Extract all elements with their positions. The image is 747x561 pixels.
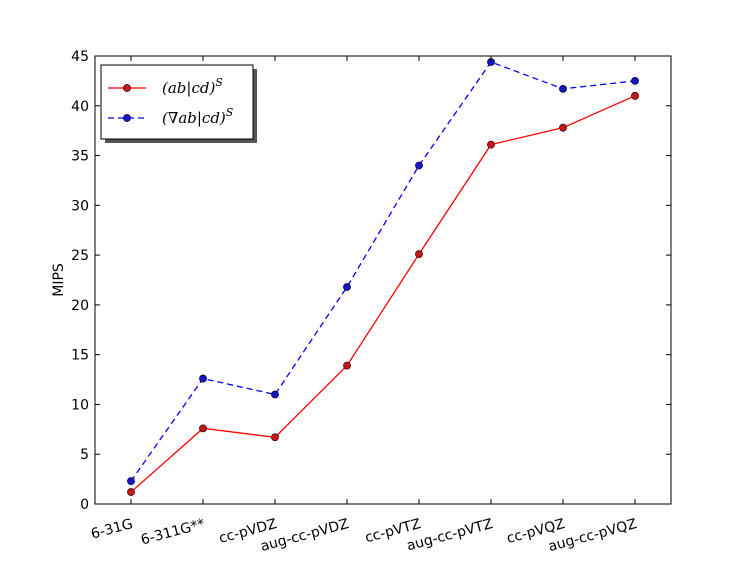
- data-point: [199, 424, 207, 433]
- legend-entry-2: (∇ab|cd)S: [108, 106, 234, 127]
- legend: (ab|cd)S (∇ab|cd)S: [100, 64, 257, 143]
- x-tick-label: 6-311G**: [139, 516, 206, 548]
- series-line: [130, 95, 636, 493]
- x-tick-label: 6-31G: [89, 516, 134, 542]
- data-point: [559, 84, 567, 93]
- data-point: [559, 123, 567, 132]
- y-tick-label: 5: [80, 447, 89, 463]
- legend-label: (ab|cd)S: [162, 76, 223, 97]
- data-point: [343, 283, 351, 291]
- y-tick-label: 10: [71, 397, 89, 413]
- legend-box: [100, 64, 254, 140]
- y-tick-label: 45: [71, 49, 89, 65]
- data-point: [631, 76, 639, 85]
- y-tick-label: 15: [71, 348, 89, 364]
- y-axis: 0 5 10 15 20 25 30 35 40 45: [71, 49, 671, 513]
- y-tick-label: 35: [71, 149, 89, 165]
- y-tick-label: 0: [80, 497, 89, 513]
- plot-frame: [94, 55, 672, 505]
- data-point: [415, 161, 423, 170]
- data-point: [415, 250, 423, 259]
- series-2: [127, 58, 639, 486]
- data-point: [127, 488, 135, 496]
- data-point: [487, 140, 495, 149]
- legend-entries: (ab|cd)S (∇ab|cd)S: [108, 76, 234, 127]
- series-layer: [127, 58, 639, 496]
- y-tick-label: 40: [71, 99, 89, 115]
- y-axis-label: MIPS: [51, 263, 67, 297]
- data-point: [199, 374, 207, 383]
- legend-entry-1: (ab|cd)S: [108, 76, 223, 97]
- y-tick-label: 20: [71, 298, 89, 314]
- data-point: [127, 477, 135, 486]
- legend-marker: [123, 114, 131, 122]
- data-point: [271, 433, 279, 442]
- data-point: [631, 91, 639, 100]
- y-tick-label: 30: [71, 198, 89, 214]
- y-tick-label: 25: [71, 248, 89, 264]
- series-1: [127, 91, 639, 496]
- legend-marker: [123, 84, 131, 92]
- data-point: [343, 361, 351, 370]
- legend-label: (∇ab|cd)S: [162, 106, 234, 127]
- data-point: [271, 390, 279, 399]
